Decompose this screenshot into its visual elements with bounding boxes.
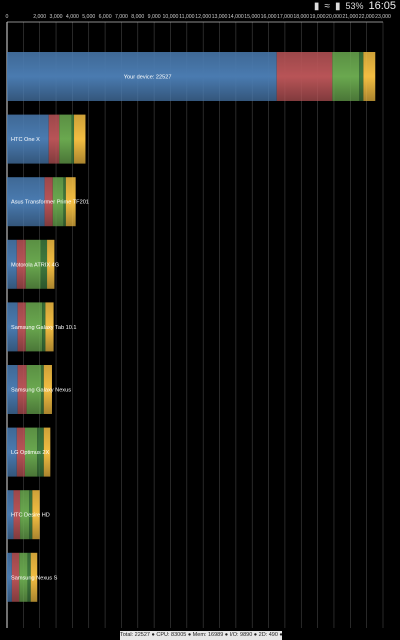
bar-segment-mem: [17, 365, 27, 414]
bar-segment-cpu: [7, 427, 17, 477]
bar-segment-2d: [41, 365, 44, 414]
bar-segment-3d: [45, 302, 54, 352]
bar-segment-3d: [43, 365, 52, 414]
bar-segment-cpu: [7, 302, 18, 352]
x-tick-label: 11,000: [179, 14, 195, 20]
bar-segment-cpu: [7, 365, 18, 414]
x-tick-label: 22,000: [359, 14, 375, 20]
bar-segment-2d: [63, 177, 66, 227]
bar-label: HTC Desire HD: [11, 513, 50, 519]
x-tick-label: 5,000: [82, 14, 95, 20]
bar-label: Samsung Galaxy Nexus: [11, 388, 71, 394]
bar-segment-2d: [37, 427, 44, 477]
bar-segment-3d: [65, 177, 76, 227]
clock: 16:05: [368, 0, 396, 12]
x-tick-label: 20,000: [326, 14, 342, 20]
bar-segment-2d: [359, 52, 364, 101]
bar-segment-3d: [363, 52, 376, 101]
bar-segment-mem: [16, 427, 25, 477]
bar-segment-3d: [47, 239, 55, 289]
bar-label: HTC One X: [11, 137, 40, 143]
battery-icon: ▮: [334, 0, 341, 12]
bar-segment-mem: [17, 302, 26, 352]
wifi-icon: ≈: [324, 0, 330, 12]
bar-segment-3d: [43, 427, 51, 477]
bar-segment-cpu: [7, 239, 17, 289]
bar-label: LG Optimus 2X: [11, 450, 50, 456]
bar-segment-io: [20, 490, 30, 540]
bar-segment-io: [19, 552, 28, 602]
bar-segment-3d: [32, 490, 40, 540]
bar-segment-cpu: [7, 52, 277, 101]
bar-segment-cpu: [7, 490, 14, 540]
bar-segment-2d: [40, 239, 48, 289]
bar-segment-io: [332, 52, 360, 101]
x-tick-label: 17,000: [277, 14, 293, 20]
bar-segment-io: [52, 177, 64, 227]
x-tick-label: 16,000: [261, 14, 277, 20]
bar-segment-mem: [276, 52, 333, 101]
bar-segment-2d: [71, 114, 75, 164]
bar-segment-2d: [27, 552, 31, 602]
x-tick-label: 0: [6, 14, 9, 20]
x-tick-label: 15,000: [244, 14, 260, 20]
bar-segment-mem: [11, 552, 20, 602]
x-tick-label: 13,000: [212, 14, 228, 20]
x-tick-label: 3,000: [50, 14, 63, 20]
x-tick-label: 4,000: [66, 14, 79, 20]
x-tick-label: 7,000: [115, 14, 128, 20]
bar-label: Samsung Nexus S: [11, 575, 58, 581]
x-tick-label: 12,000: [195, 14, 211, 20]
bar-segment-cpu: [7, 114, 49, 164]
x-tick-label: 19,000: [310, 14, 326, 20]
bar-segment-3d: [30, 552, 38, 602]
bar-segment-io: [25, 239, 41, 289]
bar-segment-mem: [16, 239, 26, 289]
status-icons: ▮ ≈ ▮ 53% 16:05: [314, 0, 396, 12]
bar-segment-io: [25, 302, 43, 352]
bar-segment-io: [24, 427, 38, 477]
bar-label: Your device: 22527: [124, 75, 172, 81]
bar-segment-2d: [29, 490, 33, 540]
bar-label: Asus Transformer Prime TF201: [11, 200, 89, 206]
bar-label: Samsung Galaxy Tab 10.1: [11, 325, 77, 331]
bar-segment-io: [26, 365, 42, 414]
battery-percent: 53%: [345, 1, 364, 11]
x-tick-label: 2,000: [33, 14, 46, 20]
x-tick-label: 23,000: [375, 14, 391, 20]
bar-segment-3d: [74, 114, 86, 164]
x-tick-label: 21,000: [342, 14, 358, 20]
x-tick-label: 9,000: [148, 14, 161, 20]
score-summary-bar: Total: 22527 ● CPU: 83005 ● Mem: 16989 ●…: [120, 631, 282, 640]
signal-icon: ▮: [313, 0, 320, 12]
x-tick-label: 14,000: [228, 14, 244, 20]
bar-segment-mem: [13, 490, 21, 540]
x-tick-label: 6,000: [99, 14, 112, 20]
bar-segment-2d: [42, 302, 46, 352]
bar-segment-io: [59, 114, 72, 164]
bar-segment-cpu: [7, 552, 12, 602]
x-tick-label: 8,000: [131, 14, 144, 20]
bar-segment-mem: [44, 177, 53, 227]
x-tick-label: 18,000: [293, 14, 309, 20]
status-bar: ▮ ≈ ▮ 53% 16:05: [0, 0, 400, 12]
bar-label: Motorola ATRIX 4G: [11, 262, 59, 268]
bar-segment-cpu: [7, 177, 45, 227]
x-tick-label: 10,000: [163, 14, 179, 20]
bar-segment-mem: [48, 114, 60, 164]
